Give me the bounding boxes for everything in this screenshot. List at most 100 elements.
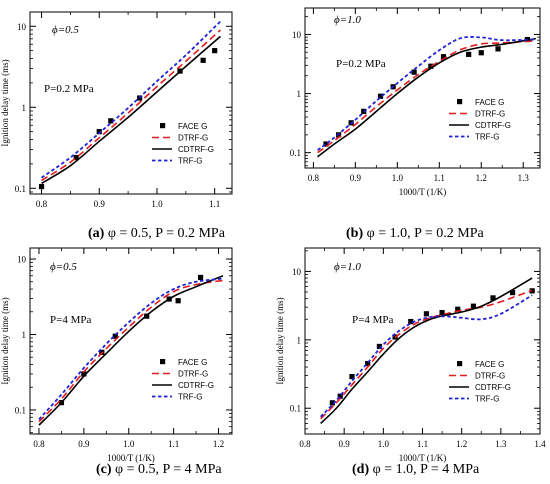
phi-annotation: ϕ=0.5: [50, 261, 77, 273]
legend-label: CDTRF-G: [178, 381, 214, 390]
x-axis-label: 1000/T (1/K): [399, 187, 447, 197]
legend-label: DTRF-G: [475, 372, 505, 381]
series-line-dtrf-g: [41, 29, 221, 182]
x-tick-label: 1.3: [518, 173, 530, 183]
pressure-annotation: P=0.2 MPa: [44, 83, 94, 95]
face-g-marker: [81, 371, 87, 377]
x-tick-label: 0.8: [33, 439, 45, 449]
face-g-marker: [423, 311, 430, 317]
face-g-marker: [73, 154, 79, 161]
x-tick-label: 1.1: [209, 199, 220, 209]
face-g-marker: [323, 141, 329, 147]
plot-frame: [29, 11, 233, 195]
x-tick-label: 1.0: [392, 173, 404, 183]
y-tick-label: 0.1: [290, 404, 301, 414]
pressure-annotation: P=4 MPa: [50, 314, 91, 326]
x-tick-label: 1.2: [476, 173, 487, 183]
face-g-marker: [212, 48, 218, 54]
legend-label: TRF-G: [475, 133, 499, 142]
x-tick-label: 0.9: [94, 199, 106, 209]
series-line-cdtrf-g: [320, 277, 533, 424]
x-tick-label: 1.4: [534, 439, 546, 449]
face-g-marker: [495, 46, 501, 52]
y-tick-label: 0.1: [15, 405, 26, 415]
face-g-marker: [509, 290, 516, 296]
x-tick-label: 0.9: [339, 439, 351, 449]
caption-a: (a) φ = 0.5, P = 0.2 MPa: [88, 226, 225, 241]
face-g-marker: [408, 318, 414, 325]
face-g-marker: [411, 69, 417, 75]
legend-label: DTRF-G: [178, 370, 208, 379]
y-tick-label: 1: [297, 335, 302, 345]
x-tick-label: 1.0: [123, 439, 135, 449]
face-g-marker: [112, 333, 118, 339]
x-axis-label: 1000/T (1/K): [107, 453, 155, 463]
legend: FACE G DTRF-G CDTRF-G TRF-G: [449, 360, 511, 404]
legend-marker: [457, 99, 463, 105]
plot-frame: [304, 247, 541, 435]
face-g-marker: [175, 298, 181, 304]
y-tick-label: 10: [292, 267, 302, 277]
y-tick-label: 0.1: [15, 184, 26, 194]
phi-annotation: ϕ=1.0: [334, 261, 361, 273]
face-g-marker: [440, 54, 447, 60]
y-tick-label: 1: [297, 89, 302, 99]
x-tick-label: 1.1: [434, 173, 445, 183]
legend-label: TRF-G: [178, 157, 202, 166]
plot-frame: [29, 247, 233, 435]
series-line-cdtrf-g: [38, 275, 224, 426]
legend-label: DTRF-G: [178, 134, 208, 143]
x-tick-label: 0.8: [308, 173, 320, 183]
face-g-marker: [337, 393, 343, 399]
panel-c: 0.1 1 10 0.8 0.9 1.0 1.1 1.2 Ignition delay time…: [0, 247, 233, 463]
x-tick-label: 0.9: [350, 173, 362, 183]
face-g-marker: [466, 51, 472, 57]
legend-marker: [160, 359, 166, 365]
series-line-dtrf-g: [317, 40, 536, 154]
face-g-marker: [200, 57, 206, 63]
x-tick-label: 1.2: [213, 439, 224, 449]
panel-b: 0.1 1 10 0.8 0.9 1.0 1.1 1.2 1.3 1000/T (1/K) ϕ=1.…: [290, 7, 541, 197]
series-line-cdtrf-g: [317, 37, 536, 158]
legend-label: FACE G: [178, 358, 207, 367]
series-line-trf-g: [38, 277, 224, 420]
series-line-dtrf-g: [38, 279, 224, 423]
face-g-marker: [455, 306, 461, 312]
pressure-annotation: P=4 MPa: [352, 314, 393, 326]
series-line-cdtrf-g: [41, 35, 221, 185]
x-tick-label: 1.2: [456, 439, 467, 449]
legend-marker: [160, 123, 166, 129]
face-g-marker: [197, 274, 204, 281]
legend-label: CDTRF-G: [475, 121, 511, 130]
pressure-annotation: P=0.2 MPa: [336, 58, 386, 70]
caption-c: (c) φ = 0.5, P = 4 MPa: [96, 462, 222, 477]
x-tick-label: 1.0: [151, 199, 163, 209]
face-g-marker: [38, 183, 45, 190]
legend-label: CDTRF-G: [475, 383, 511, 392]
legend-label: FACE G: [475, 360, 504, 369]
legend: FACE G DTRF-G CDTRF-G TRF-G: [449, 98, 511, 142]
face-g-marker: [329, 400, 336, 406]
y-tick-label: 1: [22, 103, 27, 113]
legend-marker: [457, 361, 463, 367]
legend-label: CDTRF-G: [178, 145, 214, 154]
face-g-marker: [428, 63, 434, 69]
legend: FACE G DTRF-G CDTRF-G TRF-G: [152, 122, 214, 166]
face-g-marker: [96, 129, 102, 135]
x-tick-label: 0.8: [299, 439, 311, 449]
face-g-marker: [349, 373, 355, 380]
y-tick-label: 1: [22, 330, 27, 340]
legend-label: FACE G: [475, 98, 504, 107]
phi-annotation: ϕ=1.0: [334, 14, 361, 26]
x-tick-label: 0.9: [78, 439, 90, 449]
x-tick-label: 1.0: [378, 439, 390, 449]
face-g-marker: [439, 310, 445, 316]
x-tick-label: 1.1: [168, 439, 179, 449]
face-g-marker: [470, 303, 477, 309]
series-line-dtrf-g: [320, 289, 533, 420]
y-axis-label: Ignition delay time (ms): [275, 297, 285, 384]
legend-label: FACE G: [178, 122, 207, 131]
legend-label: TRF-G: [178, 393, 202, 402]
x-axis-label: 1000/T (1/K): [399, 453, 447, 463]
